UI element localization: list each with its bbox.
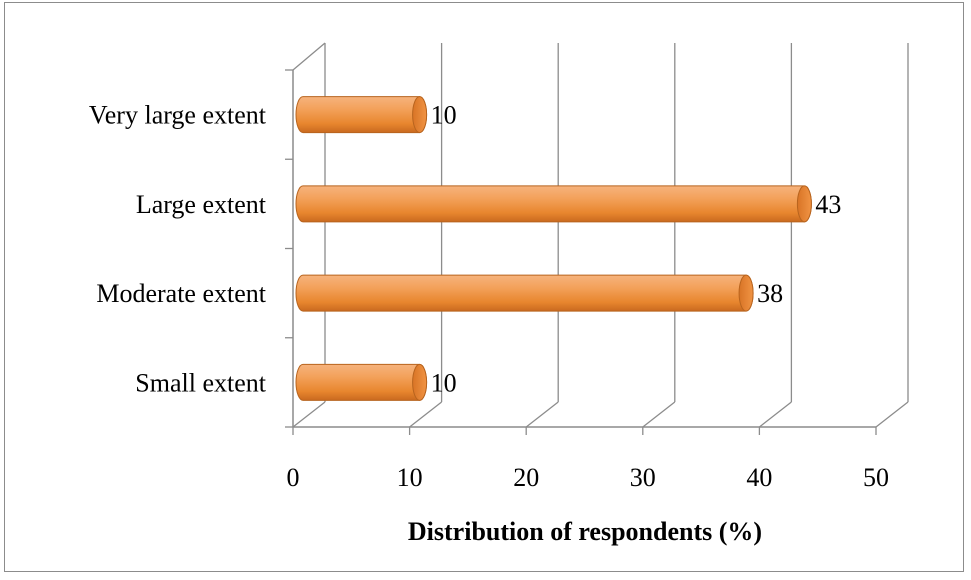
bars	[295, 96, 812, 401]
category-label: Very large extent	[89, 101, 267, 130]
category-label: Small extent	[135, 368, 266, 397]
labels: 0 10 20 30 40 50 10 Small extent 38 Moderate exte…	[89, 101, 889, 492]
floor-gridline	[875, 401, 909, 428]
x-axis-title: Distribution of respondents (%)	[408, 517, 762, 546]
bar-body	[295, 185, 812, 223]
bar-cap	[412, 363, 428, 401]
x-tick-label: 10	[397, 463, 423, 492]
bar-cap	[738, 274, 754, 312]
data-label: 10	[431, 368, 457, 397]
bar-body	[295, 274, 754, 312]
floor-gridline	[409, 401, 443, 428]
floor-gridline	[758, 401, 792, 428]
x-tick-label: 30	[630, 463, 656, 492]
category-label: Moderate extent	[96, 279, 266, 308]
wall-edge	[292, 42, 326, 71]
data-label: 38	[757, 279, 783, 308]
bar	[295, 363, 428, 401]
category-label: Large extent	[136, 190, 267, 219]
bar-cap	[412, 96, 428, 134]
bar-body	[295, 96, 428, 134]
data-label: 10	[431, 101, 457, 130]
bar-cap	[796, 185, 812, 223]
bar	[295, 96, 428, 134]
x-tick-label: 0	[287, 463, 300, 492]
gridlines	[285, 42, 909, 435]
data-label: 43	[815, 190, 841, 219]
bar-body	[295, 363, 428, 401]
x-tick-label: 20	[513, 463, 539, 492]
floor-gridline	[292, 401, 326, 428]
floor-gridline	[642, 401, 676, 428]
x-tick-label: 40	[746, 463, 772, 492]
bar	[295, 185, 812, 223]
x-tick-label: 50	[863, 463, 889, 492]
floor-gridline	[525, 401, 559, 428]
bar	[295, 274, 754, 312]
